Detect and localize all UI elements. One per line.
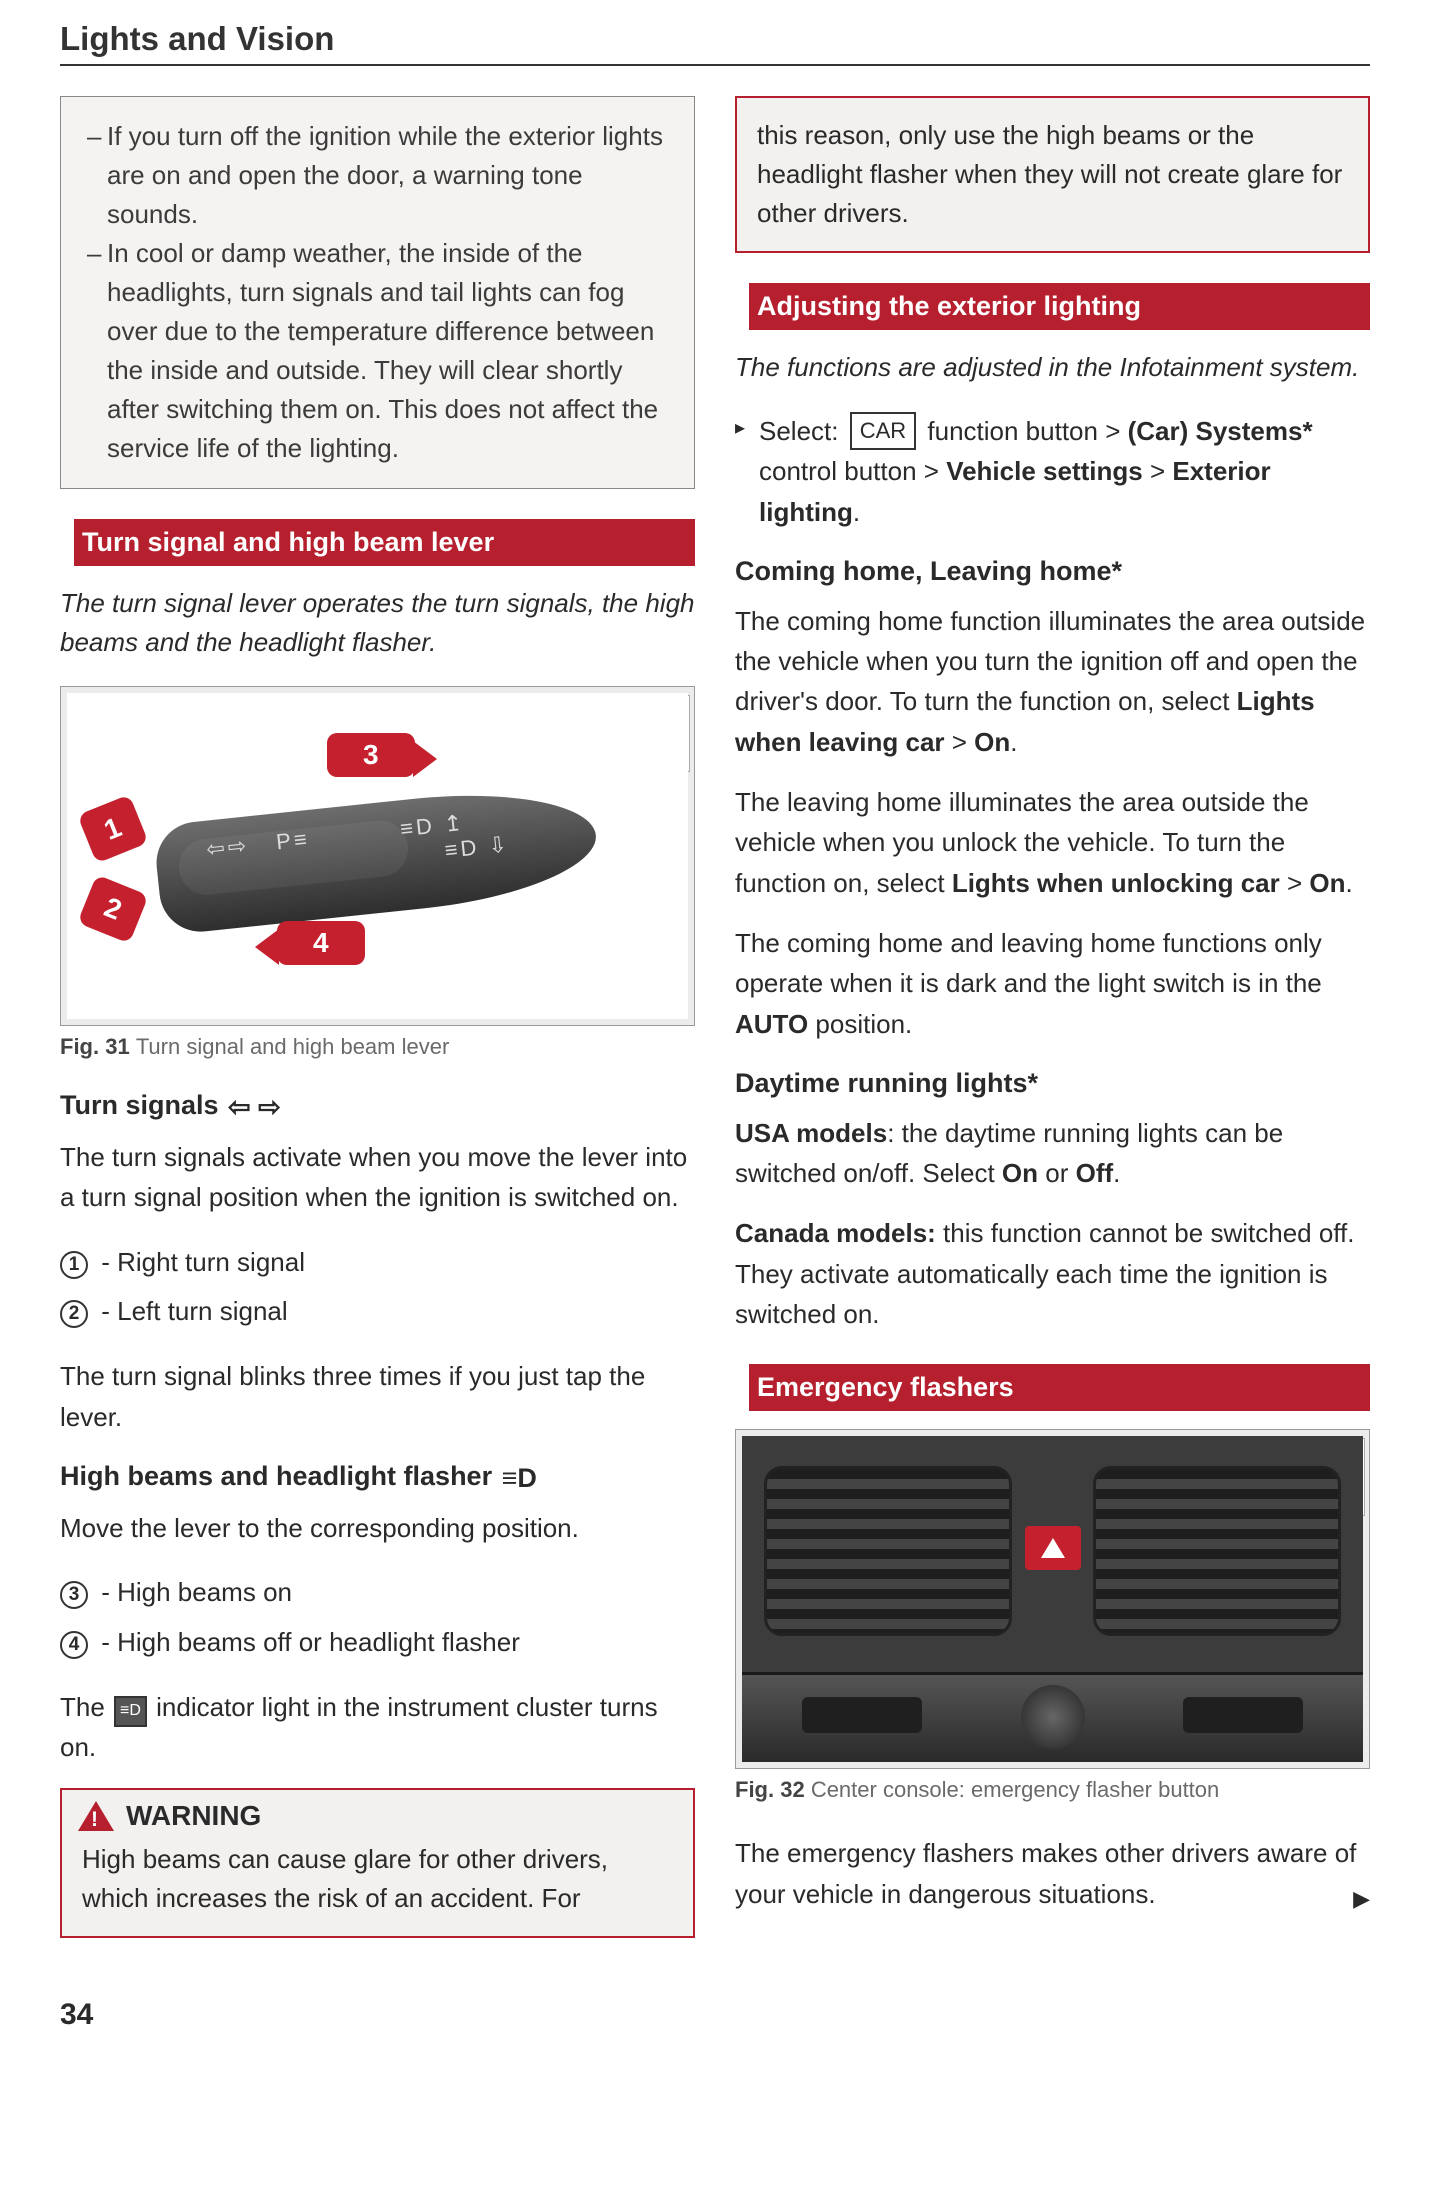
callout-2: 2	[77, 874, 148, 943]
circled-1-icon: 1	[60, 1251, 88, 1279]
circled-3-icon: 3	[60, 1581, 88, 1609]
section-intro: The turn signal lever operates the turn …	[60, 584, 695, 662]
callout-1: 1	[77, 794, 148, 863]
callout-4: 4	[277, 921, 365, 965]
left-column: If you turn off the ignition while the e…	[60, 96, 695, 1938]
warning-body: High beams can cause glare for other dri…	[62, 1838, 693, 1936]
body-text: The turn signal blinks three times if yo…	[60, 1356, 695, 1437]
circled-2-icon: 2	[60, 1300, 88, 1328]
note-box-top: If you turn off the ignition while the e…	[60, 96, 695, 489]
section-heading-emergency: Emergency flashers	[735, 1364, 1370, 1411]
warning-body: this reason, only use the high beams or …	[737, 98, 1368, 251]
subheading-high-beams: High beams and headlight flasher ≡D	[60, 1461, 695, 1494]
warning-triangle-icon	[78, 1801, 114, 1831]
subheading-drl: Daytime running lights*	[735, 1068, 1370, 1099]
body-text: Canada models: this function cannot be s…	[735, 1213, 1370, 1334]
body-text: USA models: the daytime running lights c…	[735, 1113, 1370, 1194]
body-text: The leaving home illuminates the area ou…	[735, 782, 1370, 903]
note-item: If you turn off the ignition while the e…	[87, 117, 668, 234]
note-item: In cool or damp weather, the inside of t…	[87, 234, 668, 468]
subheading-coming-home: Coming home, Leaving home*	[735, 556, 1370, 587]
body-text: The coming home and leaving home functio…	[735, 923, 1370, 1044]
hazard-button-icon	[1025, 1526, 1081, 1570]
circled-4-icon: 4	[60, 1631, 88, 1659]
continue-arrow-icon: ▶	[1353, 1882, 1370, 1916]
warning-box: WARNING High beams can cause glare for o…	[60, 1788, 695, 1938]
body-text: The ≡D indicator light in the instrument…	[60, 1687, 695, 1768]
section-intro: The functions are adjusted in the Infota…	[735, 348, 1370, 387]
figure-31: B8X-0203 ⇦⇨ P≡ ≡D ↥ ≡D ⇩ 1 2 3 4	[60, 686, 695, 1026]
figure-32-caption: Fig. 32 Center console: emergency flashe…	[735, 1777, 1370, 1803]
body-text: The turn signals activate when you move …	[60, 1137, 695, 1218]
warning-box-continued: this reason, only use the high beams or …	[735, 96, 1370, 253]
section-heading-adjusting: Adjusting the exterior lighting	[735, 283, 1370, 330]
car-button-icon: CAR	[850, 412, 916, 450]
body-text: Move the lever to the corresponding posi…	[60, 1508, 695, 1548]
figure-31-caption: Fig. 31 Turn signal and high beam lever	[60, 1034, 695, 1060]
page-number: 34	[60, 1998, 1370, 2032]
right-column: this reason, only use the high beams or …	[735, 96, 1370, 1938]
high-beam-indicator-icon: ≡D	[114, 1696, 147, 1727]
menu-path-step: Select: CAR function button > (Car) Syst…	[735, 411, 1370, 532]
subheading-turn-signals: Turn signals ⇦ ⇨	[60, 1090, 695, 1123]
callout-3: 3	[327, 733, 415, 777]
body-text: The coming home function illuminates the…	[735, 601, 1370, 762]
body-text: The emergency flashers makes other drive…	[735, 1833, 1370, 1914]
figure-32: B8U-0257	[735, 1429, 1370, 1769]
numbered-list: 1 - Right turn signal 2 - Left turn sign…	[60, 1238, 695, 1337]
numbered-list: 3 - High beams on 4 - High beams off or …	[60, 1568, 695, 1667]
two-column-layout: If you turn off the ignition while the e…	[60, 96, 1370, 1938]
section-heading-turn-signal: Turn signal and high beam lever	[60, 519, 695, 566]
page-title: Lights and Vision	[60, 20, 1370, 66]
high-beam-icon: ≡D	[502, 1463, 537, 1494]
warning-title: WARNING	[126, 1800, 261, 1832]
turn-signal-arrows-icon: ⇦ ⇨	[228, 1092, 281, 1123]
